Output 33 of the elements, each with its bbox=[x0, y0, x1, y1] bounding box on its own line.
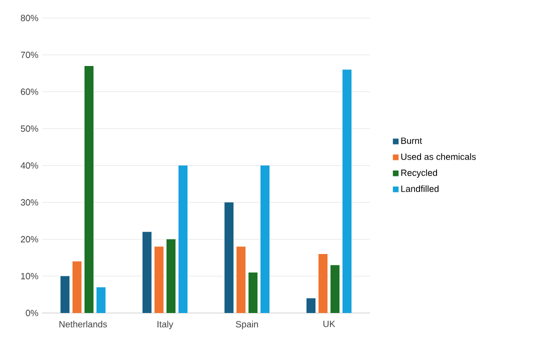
x-tick-label: Italy bbox=[158, 320, 174, 330]
legend-label: Used as chemicals bbox=[401, 153, 476, 160]
x-tick-label: Spain bbox=[236, 320, 258, 330]
bar bbox=[178, 166, 188, 313]
legend-label: Burnt bbox=[401, 138, 422, 144]
bar bbox=[142, 232, 152, 313]
y-tick-label: 80% bbox=[20, 14, 38, 22]
x-tick-label: UK bbox=[323, 320, 336, 328]
bar bbox=[318, 254, 328, 313]
bar bbox=[166, 239, 176, 313]
y-tick-label: 60% bbox=[20, 88, 38, 95]
y-tick-label: 50% bbox=[20, 125, 38, 132]
bar bbox=[330, 265, 340, 313]
y-tick-label: 70% bbox=[20, 52, 38, 58]
y-tick-label: 40% bbox=[20, 162, 38, 169]
y-tick-label: 30% bbox=[20, 199, 38, 206]
bar bbox=[72, 261, 82, 313]
legend-label: Recycled bbox=[401, 169, 437, 178]
y-tick-label: 0% bbox=[26, 310, 38, 316]
bar bbox=[248, 272, 258, 313]
bar bbox=[260, 166, 270, 313]
y-tick-label: 20% bbox=[20, 236, 38, 242]
bar bbox=[60, 276, 70, 313]
bar bbox=[224, 202, 234, 313]
bar bbox=[154, 246, 164, 313]
bar bbox=[342, 70, 352, 313]
bar bbox=[236, 246, 246, 313]
x-tick-label: Netherlands bbox=[59, 320, 107, 328]
y-tick-label: 10% bbox=[21, 272, 38, 280]
bar bbox=[96, 287, 106, 313]
bar bbox=[84, 66, 94, 313]
bar bbox=[306, 298, 316, 313]
legend-label: Landfilled bbox=[401, 185, 439, 192]
